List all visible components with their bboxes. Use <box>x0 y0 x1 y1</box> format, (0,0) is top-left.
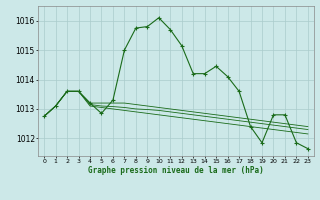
X-axis label: Graphe pression niveau de la mer (hPa): Graphe pression niveau de la mer (hPa) <box>88 166 264 175</box>
